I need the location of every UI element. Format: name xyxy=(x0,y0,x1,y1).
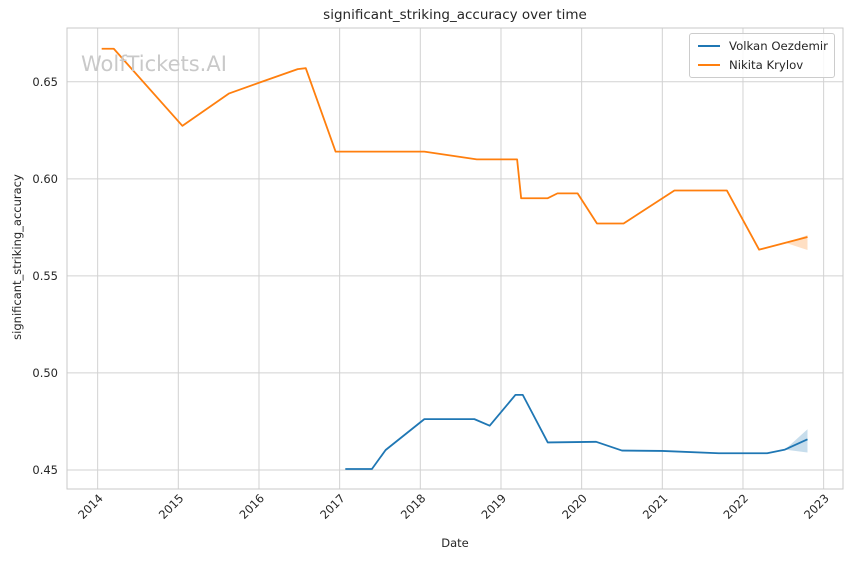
x-tick-label: 2014 xyxy=(75,491,106,522)
legend-item-volkan-oezdemir: Volkan Oezdemir xyxy=(698,39,828,53)
legend: Volkan Oezdemir Nikita Krylov xyxy=(689,33,835,79)
x-axis-label: Date xyxy=(441,536,469,550)
grid xyxy=(67,28,843,489)
y-tick-label: 0.50 xyxy=(32,366,58,380)
watermark: WolfTickets.AI xyxy=(81,52,227,76)
x-tick-label: 2020 xyxy=(559,491,590,522)
x-tick-label: 2016 xyxy=(237,491,268,522)
plot-border xyxy=(66,27,844,490)
y-tick-label: 0.65 xyxy=(32,75,58,89)
legend-line-swatch-blue xyxy=(698,45,720,48)
legend-item-nikita-krylov: Nikita Krylov xyxy=(698,58,826,72)
x-tick-label: 2018 xyxy=(398,491,429,522)
y-tick-label: 0.45 xyxy=(32,463,58,477)
x-tick-label: 2019 xyxy=(478,491,509,522)
series-line-1 xyxy=(101,47,808,251)
legend-label: Nikita Krylov xyxy=(729,58,804,73)
x-tick-label: 2022 xyxy=(720,491,751,522)
chart-title: significant_striking_accuracy over time xyxy=(323,7,587,23)
series-line-0 xyxy=(345,393,808,470)
legend-line-swatch-orange xyxy=(698,64,720,67)
y-tick-label: 0.55 xyxy=(32,269,58,283)
x-tick-label: 2015 xyxy=(156,491,187,522)
x-tick-label: 2023 xyxy=(801,491,832,522)
x-tick-label: 2017 xyxy=(317,491,348,522)
x-tick-label: 2021 xyxy=(640,491,671,522)
legend-label: Volkan Oezdemir xyxy=(729,39,828,53)
y-axis-label: significant_striking_accuracy xyxy=(10,174,24,340)
y-tick-label: 0.60 xyxy=(32,172,58,186)
